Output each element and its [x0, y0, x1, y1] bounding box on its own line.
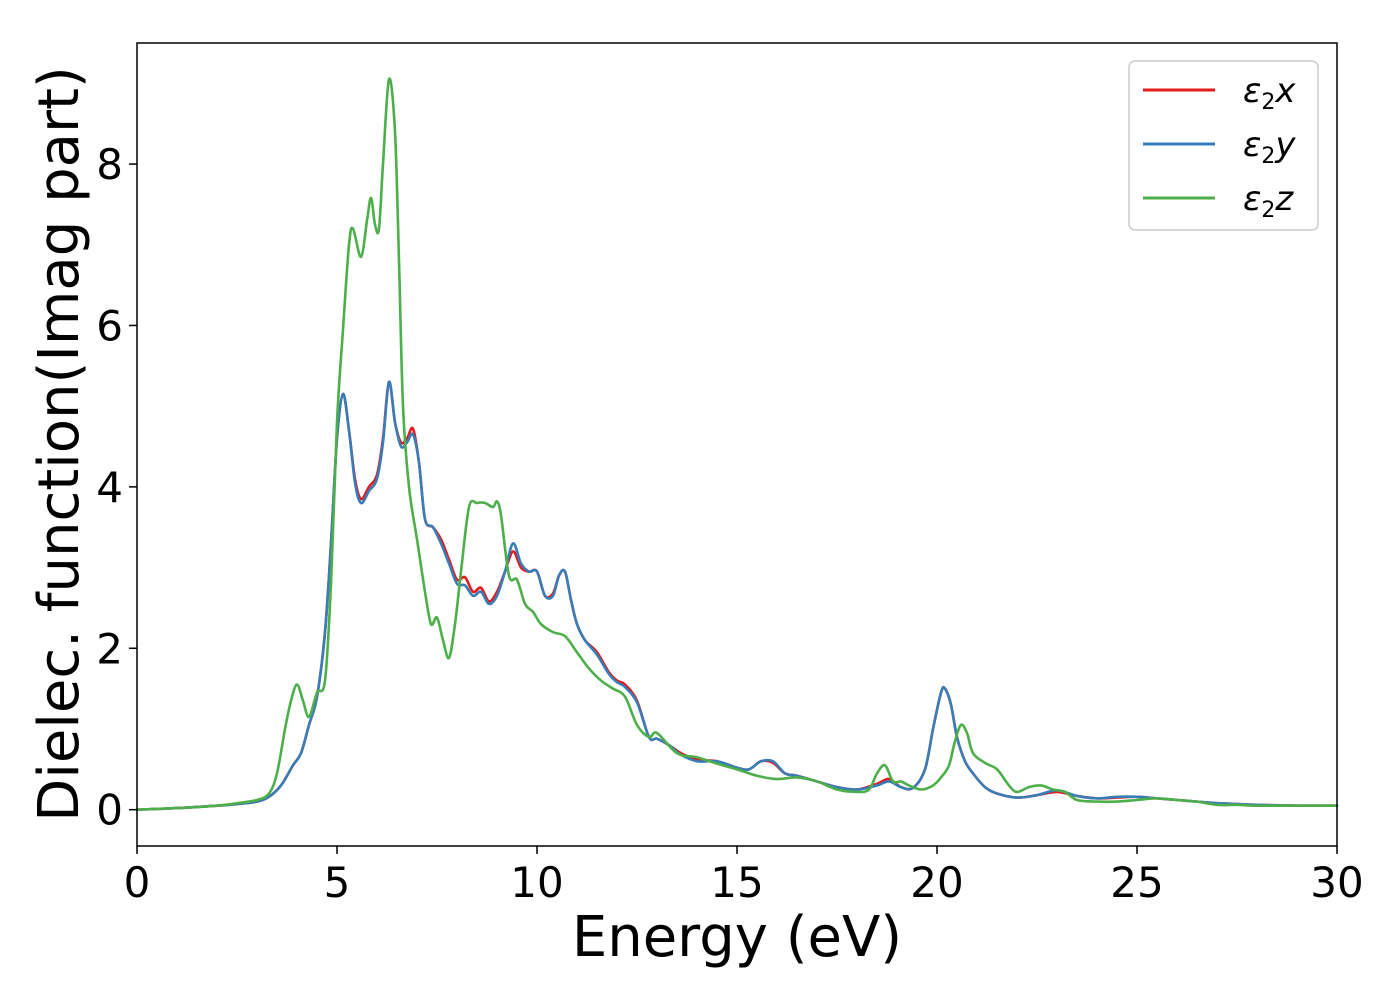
x-axis-label: Energy (eV) [572, 905, 902, 970]
x-tick-label: 10 [510, 858, 563, 907]
legend-label-y: ε2y [1243, 125, 1296, 169]
x-tick-label: 30 [1310, 858, 1363, 907]
y-tick-label: 4 [96, 463, 123, 512]
legend-label-z: ε2z [1243, 179, 1294, 223]
legend: ε2x ε2y ε2z [1128, 60, 1319, 231]
y-axis-ticks: 0 2 4 6 8 [96, 140, 137, 835]
y-tick-label: 0 [96, 786, 123, 835]
x-tick-label: 20 [910, 858, 963, 907]
y-axis-label: Dielec. function(Imag part) [27, 66, 92, 822]
x-tick-label: 5 [324, 858, 351, 907]
x-tick-label: 25 [1110, 858, 1163, 907]
x-tick-label: 15 [710, 858, 763, 907]
legend-box [1128, 60, 1319, 231]
series-line-y [135, 380, 1339, 811]
series-layer [135, 77, 1339, 811]
y-tick-label: 2 [96, 624, 123, 673]
y-tick-label: 8 [96, 140, 123, 189]
y-tick-label: 6 [96, 301, 123, 350]
legend-label-x: ε2x [1243, 71, 1296, 115]
series-line-z [135, 77, 1339, 811]
x-tick-label: 0 [124, 858, 151, 907]
x-axis-ticks: 0 5 10 15 20 25 30 [124, 846, 1364, 907]
